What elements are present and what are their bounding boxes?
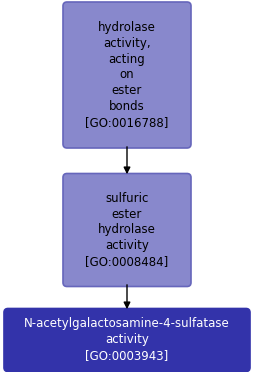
- FancyBboxPatch shape: [63, 173, 191, 286]
- Text: sulfuric
ester
hydrolase
activity
[GO:0008484]: sulfuric ester hydrolase activity [GO:00…: [85, 192, 169, 269]
- Text: N-acetylgalactosamine-4-sulfatase
activity
[GO:0003943]: N-acetylgalactosamine-4-sulfatase activi…: [24, 317, 230, 362]
- FancyBboxPatch shape: [63, 2, 191, 148]
- Text: hydrolase
activity,
acting
on
ester
bonds
[GO:0016788]: hydrolase activity, acting on ester bond…: [85, 20, 169, 129]
- FancyBboxPatch shape: [4, 308, 250, 372]
